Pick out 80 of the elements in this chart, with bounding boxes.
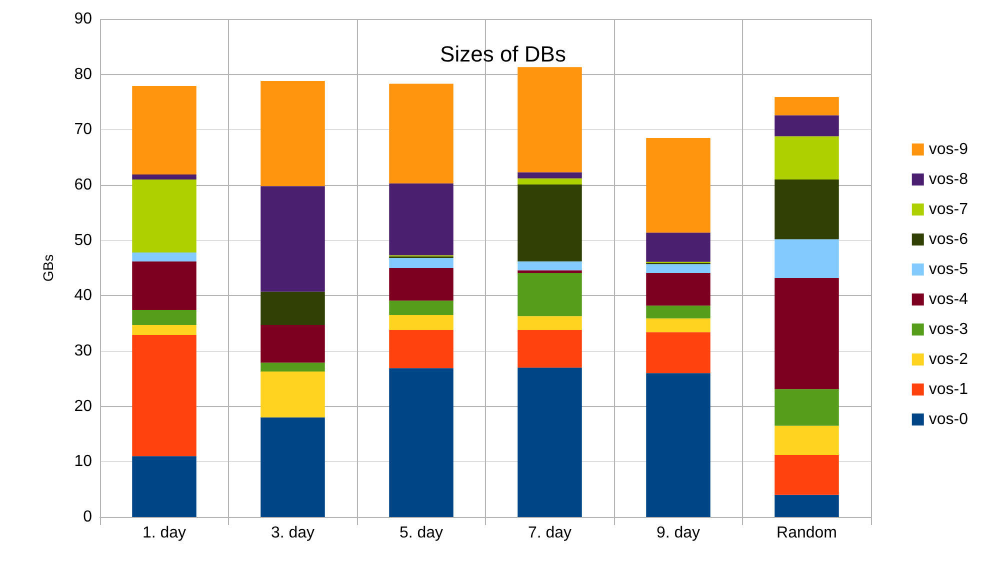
bar: [389, 258, 454, 268]
bar: [260, 292, 325, 325]
bar: [389, 315, 454, 330]
y-tick-label: 90: [74, 10, 92, 28]
bar: [518, 368, 582, 517]
text: Sizes of DBs: [440, 42, 566, 66]
bar: [260, 186, 325, 292]
legend-label: vos-6: [928, 231, 968, 248]
bar: [389, 300, 454, 316]
legend-label: vos-2: [928, 351, 968, 368]
bar: [646, 232, 710, 262]
y-tick-label: 10: [74, 453, 92, 470]
y-tick-label: 80: [74, 66, 92, 83]
bar: [774, 115, 839, 136]
bar: [646, 264, 710, 273]
y-tick-label: 40: [74, 287, 92, 304]
bar: [774, 239, 839, 278]
bar: [774, 97, 839, 116]
bar: [774, 494, 839, 517]
bar: [260, 80, 325, 186]
bar: [260, 417, 325, 517]
bar: [132, 174, 196, 180]
x-tick-label: 7. day: [528, 524, 572, 542]
bar: [132, 252, 196, 262]
bar: [389, 368, 454, 517]
y-tick-label: 50: [74, 232, 92, 249]
bar: [518, 261, 582, 270]
legend-label: vos-8: [928, 171, 968, 188]
bar: [518, 316, 582, 330]
y-tick-label: 0: [83, 508, 92, 526]
legend-label: vos-5: [928, 261, 968, 278]
bar: [646, 306, 710, 318]
x-tick-label: 9. day: [656, 524, 700, 542]
bar: [132, 456, 196, 517]
legend-label: vos-0: [928, 411, 968, 428]
bar: [518, 178, 582, 184]
bar: [132, 334, 196, 456]
bar: [518, 272, 582, 316]
y-tick-label: 20: [74, 398, 92, 415]
bar: [260, 324, 325, 363]
bar: [518, 67, 582, 172]
bar: [260, 362, 325, 372]
legend-label: vos-4: [928, 291, 968, 308]
x-tick-label: 3. day: [270, 524, 315, 542]
legend-label: vos-9: [928, 141, 968, 158]
legend-label: vos-1: [928, 381, 968, 398]
bar: [389, 84, 454, 184]
bar: [646, 138, 710, 233]
bar: [774, 179, 839, 240]
legend-label: vos-7: [928, 201, 968, 218]
bar: [132, 261, 196, 310]
bar: [132, 310, 196, 325]
bar: [132, 324, 196, 335]
bar: [646, 272, 710, 306]
bar: [646, 318, 710, 332]
bar: [646, 332, 710, 374]
bar: [518, 184, 582, 262]
bar: [389, 183, 454, 256]
bar: [774, 136, 839, 180]
legend-label: vos-3: [928, 321, 968, 338]
bar: [646, 373, 710, 517]
bar: [518, 270, 582, 273]
x-tick-label: 1. day: [142, 524, 186, 542]
bar: [132, 179, 196, 253]
y-tick-label: 70: [74, 121, 92, 138]
x-tick-label: 5. day: [399, 524, 444, 542]
bar: [518, 172, 582, 178]
bar: [774, 455, 839, 495]
bar: [774, 278, 839, 390]
bar: [260, 371, 325, 418]
bar: [389, 268, 454, 301]
x-tick-label: Random: [776, 524, 837, 542]
bar: [389, 330, 454, 368]
bar: [774, 389, 839, 426]
y-axis-title: GBs: [40, 254, 56, 282]
y-tick-label: 60: [74, 176, 92, 194]
bar: [132, 86, 196, 174]
bar: [518, 330, 582, 368]
bar: [774, 426, 839, 456]
y-tick-label: 30: [74, 342, 92, 360]
